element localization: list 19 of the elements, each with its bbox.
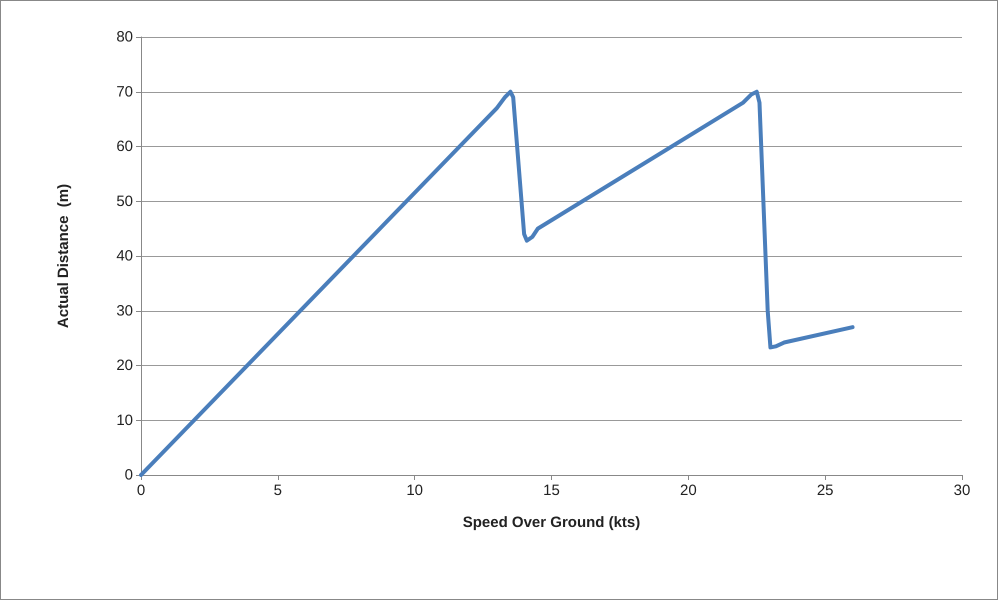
y-tick-label: 70 xyxy=(116,83,133,100)
y-tick-label: 20 xyxy=(116,357,133,374)
x-tick-label: 15 xyxy=(543,482,560,499)
y-tick-label: 10 xyxy=(116,412,133,429)
y-tick-label: 80 xyxy=(116,28,133,46)
line-series xyxy=(139,90,855,477)
x-tick-label: 30 xyxy=(954,482,970,499)
y-tick-label: 30 xyxy=(116,302,133,320)
y-axis-title: Actual Distance (m) xyxy=(55,184,72,328)
x-tick-label: 20 xyxy=(680,482,697,499)
y-tick-label: 0 xyxy=(124,466,133,484)
y-tick-label: 60 xyxy=(116,138,133,155)
x-tick-label: 25 xyxy=(816,482,834,499)
x-tick-label: 5 xyxy=(274,482,282,499)
y-tick-label: 40 xyxy=(116,248,133,264)
x-axis-title: Speed Over Ground (kts) xyxy=(462,514,640,531)
x-tick-label: 0 xyxy=(136,482,146,499)
y-tick-label: 50 xyxy=(116,192,133,210)
x-tick-label: 10 xyxy=(406,482,424,499)
